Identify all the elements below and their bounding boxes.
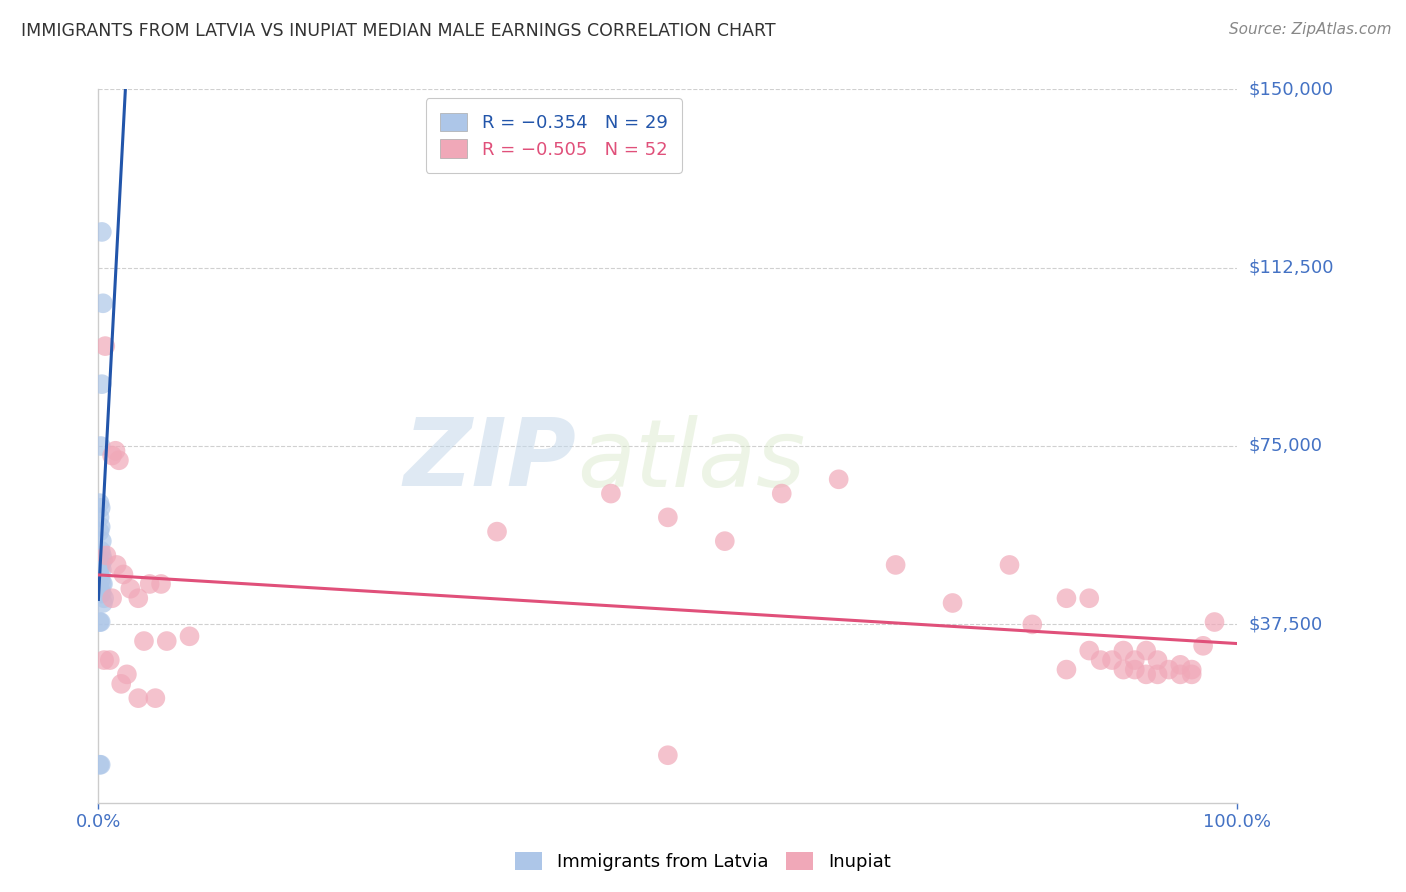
Point bbox=[1054, 591, 1078, 606]
Point bbox=[1146, 667, 1168, 681]
Point bbox=[89, 553, 111, 567]
Text: $37,500: $37,500 bbox=[1249, 615, 1323, 633]
Point bbox=[156, 634, 179, 648]
Point bbox=[884, 558, 907, 572]
Point bbox=[138, 577, 160, 591]
Text: $150,000: $150,000 bbox=[1249, 80, 1333, 98]
Point bbox=[1090, 653, 1112, 667]
Point bbox=[1101, 653, 1123, 667]
Point bbox=[998, 558, 1021, 572]
Text: $112,500: $112,500 bbox=[1249, 259, 1334, 277]
Point bbox=[89, 524, 111, 539]
Point bbox=[1181, 663, 1204, 677]
Point bbox=[1146, 653, 1168, 667]
Point bbox=[90, 549, 112, 563]
Point bbox=[90, 586, 112, 600]
Point bbox=[770, 486, 793, 500]
Point bbox=[105, 558, 128, 572]
Point bbox=[1135, 643, 1157, 657]
Point bbox=[90, 586, 112, 600]
Point bbox=[150, 577, 173, 591]
Point bbox=[1123, 663, 1146, 677]
Point bbox=[127, 691, 149, 706]
Point bbox=[91, 577, 114, 591]
Point bbox=[1112, 663, 1135, 677]
Point bbox=[1135, 667, 1157, 681]
Point bbox=[1078, 643, 1101, 657]
Point bbox=[1157, 663, 1180, 677]
Point bbox=[90, 577, 112, 591]
Text: atlas: atlas bbox=[576, 415, 806, 506]
Point bbox=[1192, 639, 1215, 653]
Point bbox=[90, 572, 112, 586]
Point bbox=[89, 582, 111, 596]
Point bbox=[127, 591, 149, 606]
Point bbox=[179, 629, 201, 643]
Point bbox=[90, 558, 112, 572]
Point bbox=[120, 582, 142, 596]
Text: $75,000: $75,000 bbox=[1249, 437, 1323, 455]
Point bbox=[108, 453, 131, 467]
Point bbox=[89, 496, 111, 510]
Point bbox=[101, 449, 124, 463]
Legend: Immigrants from Latvia, Inupiat: Immigrants from Latvia, Inupiat bbox=[508, 845, 898, 879]
Point bbox=[828, 472, 851, 486]
Point bbox=[90, 520, 112, 534]
Point bbox=[1112, 643, 1135, 657]
Point bbox=[89, 567, 111, 582]
Point bbox=[1204, 615, 1226, 629]
Point bbox=[90, 377, 112, 392]
Text: Source: ZipAtlas.com: Source: ZipAtlas.com bbox=[1229, 22, 1392, 37]
Point bbox=[93, 591, 115, 606]
Point bbox=[714, 534, 737, 549]
Point bbox=[96, 549, 118, 563]
Point bbox=[89, 563, 111, 577]
Point bbox=[1170, 667, 1192, 681]
Point bbox=[657, 748, 679, 763]
Point bbox=[90, 534, 112, 549]
Legend: R = −0.354   N = 29, R = −0.505   N = 52: R = −0.354 N = 29, R = −0.505 N = 52 bbox=[426, 98, 682, 173]
Point bbox=[90, 225, 112, 239]
Point bbox=[486, 524, 509, 539]
Point bbox=[145, 691, 167, 706]
Point bbox=[110, 677, 132, 691]
Point bbox=[91, 296, 114, 310]
Point bbox=[98, 653, 121, 667]
Point bbox=[91, 553, 114, 567]
Text: ZIP: ZIP bbox=[404, 414, 576, 507]
Point bbox=[90, 543, 112, 558]
Point bbox=[90, 439, 112, 453]
Text: IMMIGRANTS FROM LATVIA VS INUPIAT MEDIAN MALE EARNINGS CORRELATION CHART: IMMIGRANTS FROM LATVIA VS INUPIAT MEDIAN… bbox=[21, 22, 776, 40]
Point bbox=[1123, 653, 1146, 667]
Point bbox=[1078, 591, 1101, 606]
Point bbox=[1054, 663, 1078, 677]
Point bbox=[942, 596, 965, 610]
Point bbox=[600, 486, 623, 500]
Point bbox=[89, 757, 111, 772]
Point bbox=[1170, 657, 1192, 672]
Point bbox=[132, 634, 155, 648]
Point bbox=[101, 591, 124, 606]
Point bbox=[104, 443, 127, 458]
Point bbox=[90, 500, 112, 515]
Point bbox=[657, 510, 679, 524]
Point bbox=[115, 667, 138, 681]
Point bbox=[1181, 667, 1204, 681]
Point bbox=[112, 567, 135, 582]
Point bbox=[91, 596, 114, 610]
Point bbox=[90, 563, 112, 577]
Point bbox=[93, 653, 115, 667]
Point bbox=[90, 757, 112, 772]
Point bbox=[1021, 617, 1043, 632]
Point bbox=[89, 615, 111, 629]
Point bbox=[89, 510, 111, 524]
Point bbox=[90, 615, 112, 629]
Point bbox=[94, 339, 117, 353]
